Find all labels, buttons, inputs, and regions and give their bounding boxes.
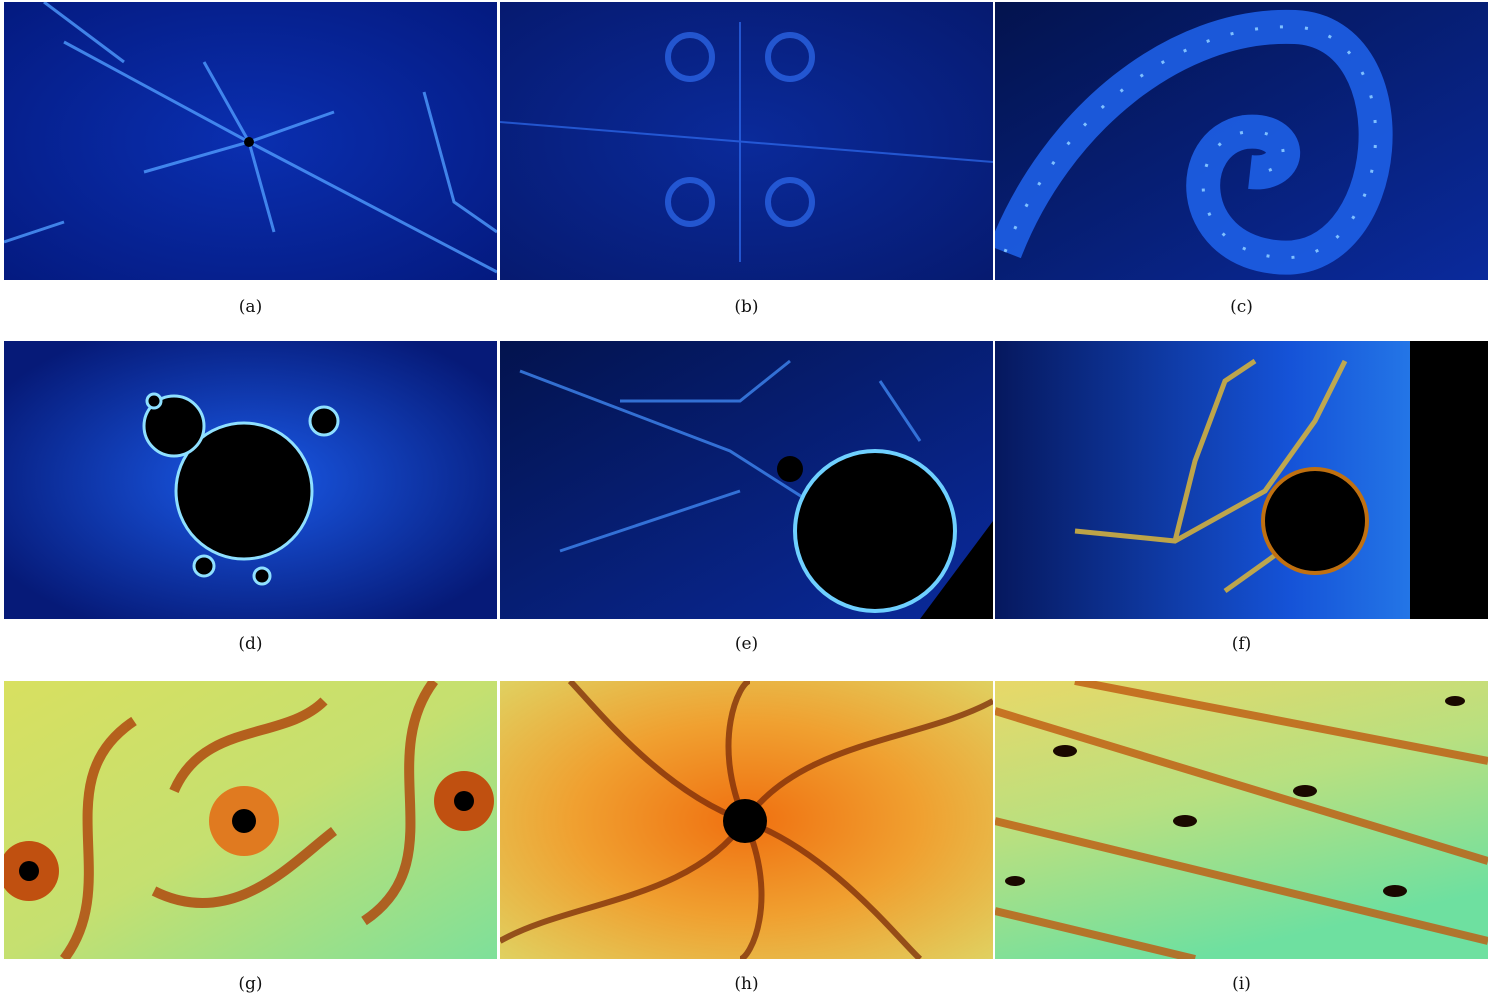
panel [995,341,1488,619]
fractal-image [500,681,993,959]
fractal-image [995,2,1488,280]
caption: (d) [4,634,497,654]
caption: (h) [500,974,993,994]
figure: (a) (b) (c) (d) (e) [0,0,1501,1005]
fractal-image [500,2,993,280]
panel [500,2,993,280]
caption: (a) [4,297,497,317]
panel [995,681,1488,959]
panel [4,341,497,619]
panel [500,341,993,619]
caption: (i) [995,974,1488,994]
panel [4,681,497,959]
caption: (c) [995,297,1488,317]
fractal-image [4,681,497,959]
fractal-image [4,341,497,619]
panel [500,681,993,959]
fractal-image [995,341,1488,619]
caption: (g) [4,974,497,994]
caption: (b) [500,297,993,317]
fractal-image [4,2,497,280]
caption: (e) [500,634,993,654]
fractal-image [995,681,1488,959]
panel [995,2,1488,280]
panel [4,2,497,280]
fractal-image [500,341,993,619]
caption: (f) [995,634,1488,654]
